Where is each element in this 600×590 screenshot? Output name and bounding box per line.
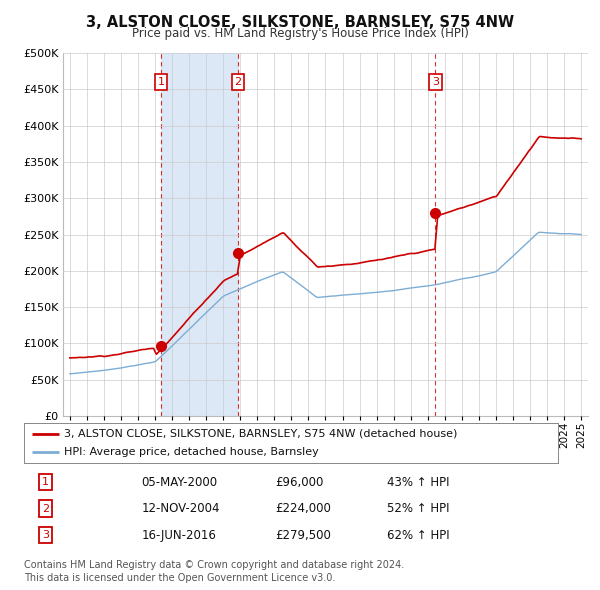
Text: 05-MAY-2000: 05-MAY-2000 (142, 476, 218, 489)
Text: 1: 1 (42, 477, 49, 487)
Text: 12-NOV-2004: 12-NOV-2004 (142, 502, 220, 515)
Text: 3: 3 (432, 77, 439, 87)
Text: 3, ALSTON CLOSE, SILKSTONE, BARNSLEY, S75 4NW (detached house): 3, ALSTON CLOSE, SILKSTONE, BARNSLEY, S7… (64, 429, 457, 439)
Text: £224,000: £224,000 (275, 502, 331, 515)
Text: 62% ↑ HPI: 62% ↑ HPI (387, 529, 450, 542)
Text: 2: 2 (235, 77, 242, 87)
Text: Price paid vs. HM Land Registry's House Price Index (HPI): Price paid vs. HM Land Registry's House … (131, 27, 469, 40)
Text: £96,000: £96,000 (275, 476, 323, 489)
Text: Contains HM Land Registry data © Crown copyright and database right 2024.
This d: Contains HM Land Registry data © Crown c… (24, 560, 404, 583)
Text: 16-JUN-2016: 16-JUN-2016 (142, 529, 217, 542)
Text: 52% ↑ HPI: 52% ↑ HPI (387, 502, 449, 515)
Text: 1: 1 (158, 77, 164, 87)
Bar (161, 53, 238, 416)
Text: 3, ALSTON CLOSE, SILKSTONE, BARNSLEY, S75 4NW: 3, ALSTON CLOSE, SILKSTONE, BARNSLEY, S7… (86, 15, 514, 30)
Text: 3: 3 (42, 530, 49, 540)
Text: 43% ↑ HPI: 43% ↑ HPI (387, 476, 449, 489)
Text: HPI: Average price, detached house, Barnsley: HPI: Average price, detached house, Barn… (64, 447, 319, 457)
Text: £279,500: £279,500 (275, 529, 331, 542)
Text: 2: 2 (42, 504, 49, 513)
